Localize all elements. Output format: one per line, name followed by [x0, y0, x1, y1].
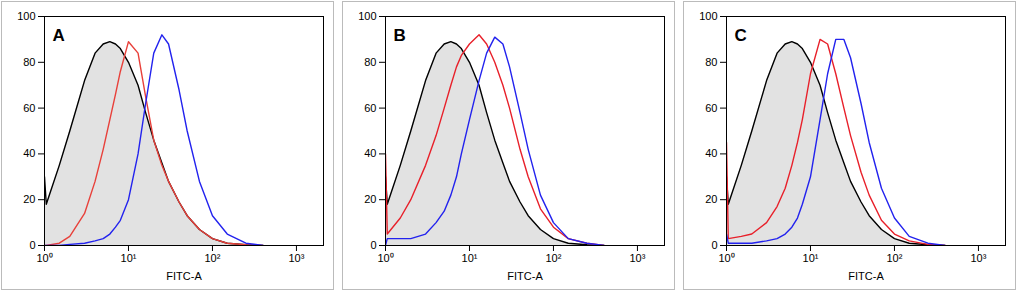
- svg-text:40: 40: [705, 147, 717, 159]
- svg-text:0: 0: [370, 239, 376, 251]
- svg-text:80: 80: [364, 56, 376, 68]
- svg-text:40: 40: [23, 147, 35, 159]
- svg-text:C: C: [735, 26, 747, 45]
- svg-text:100: 100: [17, 10, 35, 22]
- svg-text:100: 100: [699, 10, 717, 22]
- svg-text:10³: 10³: [288, 252, 304, 264]
- svg-text:10⁰: 10⁰: [36, 252, 52, 264]
- svg-text:10³: 10³: [970, 252, 986, 264]
- svg-text:40: 40: [364, 147, 376, 159]
- svg-text:60: 60: [364, 102, 376, 114]
- svg-text:80: 80: [705, 56, 717, 68]
- svg-text:0: 0: [29, 239, 35, 251]
- svg-text:FITC-A: FITC-A: [166, 270, 202, 282]
- svg-text:10²: 10²: [546, 252, 562, 264]
- svg-text:60: 60: [705, 102, 717, 114]
- svg-text:10²: 10²: [887, 252, 903, 264]
- svg-text:10⁰: 10⁰: [718, 252, 734, 264]
- svg-text:FITC-A: FITC-A: [848, 270, 884, 282]
- svg-text:20: 20: [364, 193, 376, 205]
- svg-text:B: B: [394, 26, 406, 45]
- svg-text:0: 0: [711, 239, 717, 251]
- svg-text:60: 60: [23, 102, 35, 114]
- svg-text:10⁰: 10⁰: [377, 252, 393, 264]
- svg-text:20: 20: [23, 193, 35, 205]
- svg-text:20: 20: [705, 193, 717, 205]
- svg-text:10¹: 10¹: [121, 252, 137, 264]
- svg-text:A: A: [53, 26, 65, 45]
- svg-text:10¹: 10¹: [803, 252, 819, 264]
- svg-text:100: 100: [358, 10, 376, 22]
- svg-text:10³: 10³: [629, 252, 645, 264]
- svg-text:FITC-A: FITC-A: [507, 270, 543, 282]
- svg-text:10¹: 10¹: [462, 252, 478, 264]
- svg-text:80: 80: [23, 56, 35, 68]
- svg-text:10²: 10²: [205, 252, 221, 264]
